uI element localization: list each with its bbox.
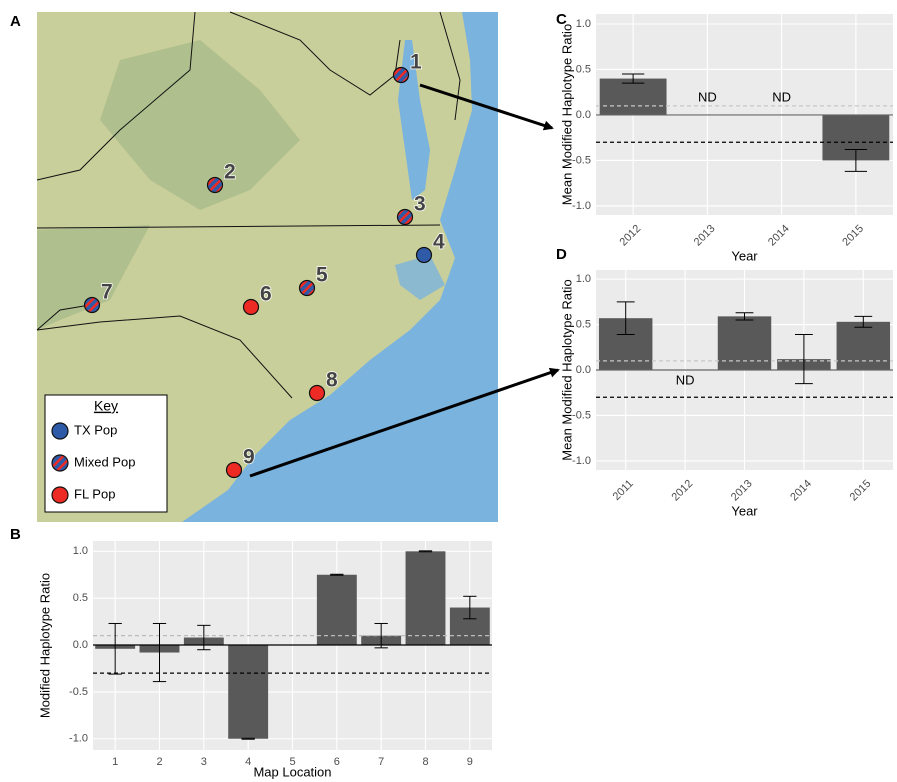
y-axis-title: Modified Haplotype Ratio <box>37 573 52 718</box>
page: 123456789 Key TX PopMixed PopFL Pop A B … <box>0 0 897 782</box>
site-marker <box>208 178 223 193</box>
bar <box>718 316 771 370</box>
value-label: ND <box>772 89 791 104</box>
value-label: ND <box>698 89 717 104</box>
site-label: 9 <box>243 446 255 469</box>
site-marker <box>300 281 315 296</box>
site-marker <box>227 463 242 478</box>
y-tick-label: -1.0 <box>572 455 591 467</box>
site-label: 8 <box>326 369 338 392</box>
y-tick-label: 0.0 <box>576 109 591 121</box>
site-label: 2 <box>224 161 236 184</box>
bar <box>600 79 667 115</box>
y-tick-label: -0.5 <box>69 686 88 698</box>
y-tick-label: -0.5 <box>572 409 591 421</box>
y-tick-label: -1.0 <box>69 733 88 745</box>
y-axis-title: Mean Modified Haplotype Ratio <box>559 24 574 205</box>
value-label: ND <box>676 372 695 387</box>
x-tick-label: 2012 <box>669 478 695 504</box>
figure: 123456789 Key TX PopMixed PopFL Pop A B … <box>0 0 897 782</box>
x-axis-title: Year <box>731 248 758 263</box>
x-tick-label: 2011 <box>611 478 636 503</box>
x-tick-label: 2 <box>156 756 162 768</box>
bar-chart: -1.0 -0.5 0.0 0.5 1.0 2011 2012 2013 2014 2015 ND Y… <box>559 270 893 518</box>
site-label: 7 <box>101 281 113 304</box>
x-axis-title: Year <box>731 503 758 518</box>
key-label: FL Pop <box>74 486 115 501</box>
site-marker <box>394 68 409 83</box>
key-marker <box>52 455 68 471</box>
y-tick-label: 0.5 <box>576 63 591 75</box>
panel-label: B <box>10 526 21 543</box>
x-tick-label: 8 <box>422 756 428 768</box>
x-tick-label: 2015 <box>848 478 874 504</box>
bar <box>317 575 357 645</box>
x-tick-label: 4 <box>245 756 251 768</box>
y-tick-label: 0.0 <box>73 639 88 651</box>
y-tick-label: -1.0 <box>572 200 591 212</box>
x-tick-label: 7 <box>378 756 384 768</box>
bar <box>837 322 890 370</box>
site-marker <box>417 248 432 263</box>
x-tick-label: 2014 <box>766 223 792 249</box>
x-tick-label: 1 <box>112 756 118 768</box>
x-tick-label: 6 <box>334 756 340 768</box>
y-tick-label: -0.5 <box>572 154 591 166</box>
y-tick-label: 1.0 <box>73 545 88 557</box>
key-marker <box>52 423 68 439</box>
key-label: Mixed Pop <box>74 454 135 469</box>
site-label: 1 <box>410 51 422 74</box>
x-tick-label: 9 <box>467 756 473 768</box>
site-label: 6 <box>260 283 272 306</box>
x-tick-label: 2012 <box>618 223 644 249</box>
panel-label: D <box>556 246 567 263</box>
x-tick-label: 3 <box>201 756 207 768</box>
site-marker <box>398 210 413 225</box>
y-axis-title: Mean Modified Haplotype Ratio <box>559 279 574 460</box>
site-marker <box>85 298 100 313</box>
bar <box>406 551 446 645</box>
site-marker <box>310 386 325 401</box>
x-tick-label: 2014 <box>788 478 814 504</box>
key-label: TX Pop <box>74 422 117 437</box>
site-marker <box>244 300 259 315</box>
y-tick-label: 0.0 <box>576 364 591 376</box>
x-axis-title: Map Location <box>253 764 331 779</box>
y-tick-label: 1.0 <box>576 18 591 30</box>
key-marker <box>52 487 68 503</box>
site-label: 3 <box>414 193 426 216</box>
y-tick-label: 0.5 <box>576 318 591 330</box>
y-tick-label: 1.0 <box>576 273 591 285</box>
key-title: Key <box>94 398 118 414</box>
bar-chart: -1.0 -0.5 0.0 0.5 1.0 2012 2013 2014 2015 ND ND Yea… <box>559 14 893 263</box>
map: 1 2 34 5 6 7 8 9 Key TX Pop Mixed Pop FL Pop <box>37 12 558 522</box>
site-label: 4 <box>433 231 445 254</box>
x-tick-label: 2013 <box>729 478 755 504</box>
y-tick-label: 0.5 <box>73 592 88 604</box>
bar <box>228 645 268 739</box>
x-tick-label: 2013 <box>692 223 718 249</box>
panel-label: A <box>10 13 21 30</box>
site-label: 5 <box>316 264 328 287</box>
x-tick-label: 2015 <box>840 223 866 249</box>
